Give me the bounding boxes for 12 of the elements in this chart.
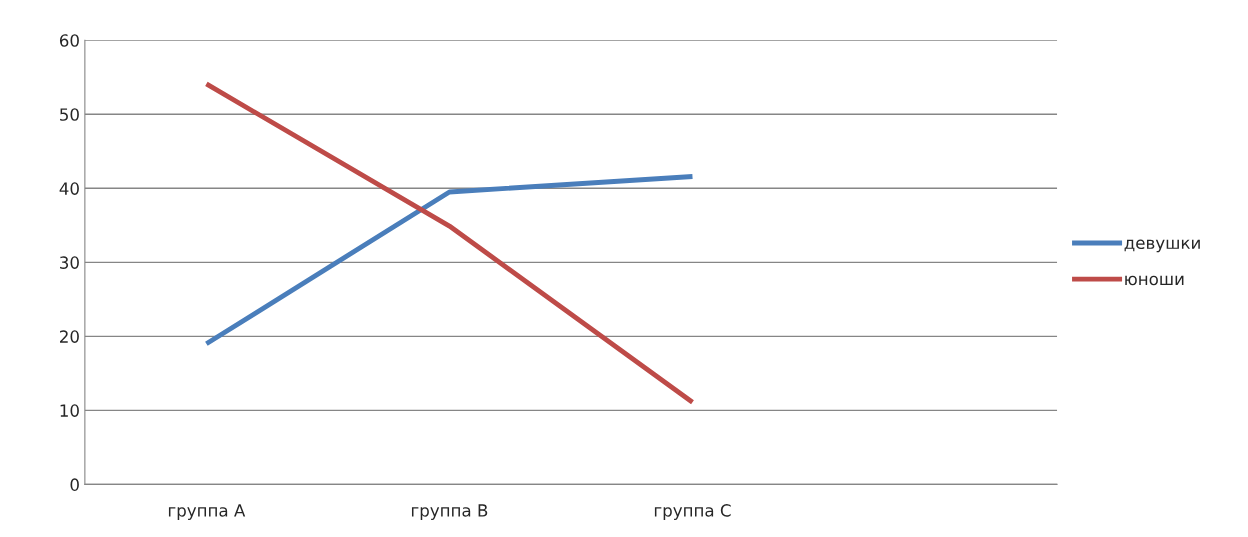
y-tick-label: 0 [70, 478, 79, 491]
x-tick-label: группа C [654, 504, 731, 520]
x-tick-label: группа A [168, 504, 246, 520]
y-tick-label: 50 [60, 108, 79, 121]
y-tick-label: 20 [60, 330, 79, 343]
legend-label: девушки [1124, 239, 1200, 253]
y-tick-label: 60 [59, 34, 79, 47]
y-tick-label: 10 [60, 404, 79, 417]
x-tick-label: группа B [411, 504, 488, 520]
y-tick-label: 30 [60, 256, 79, 269]
y-tick-label: 40 [59, 182, 79, 195]
legend-label: юноши [1125, 275, 1184, 286]
